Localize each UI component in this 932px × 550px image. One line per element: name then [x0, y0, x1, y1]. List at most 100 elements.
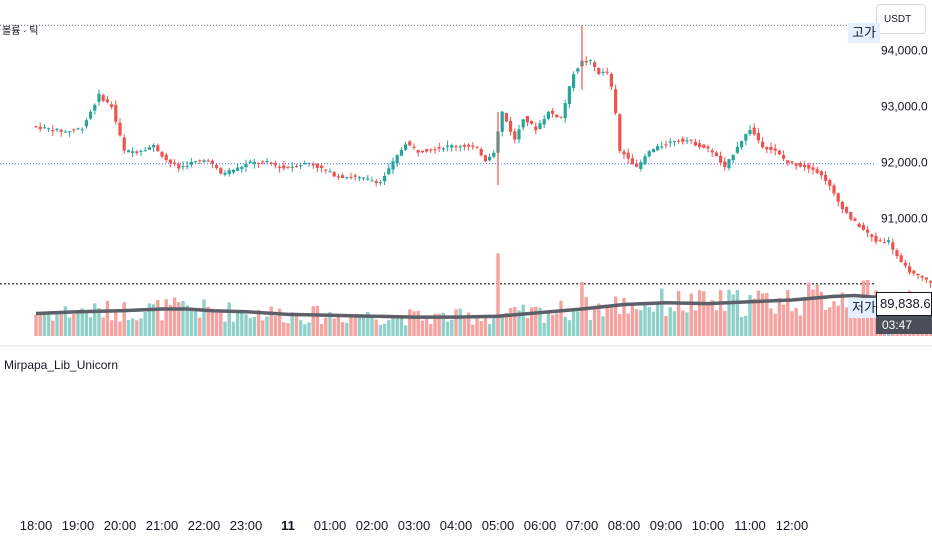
volume-bar: [786, 290, 790, 336]
time-tick-label: 11: [281, 518, 295, 533]
volume-bar: [727, 289, 731, 336]
volume-bar: [836, 305, 840, 336]
candle: [483, 154, 487, 163]
volume-bar: [689, 293, 693, 336]
volume-bar: [416, 310, 420, 336]
volume-bar: [139, 318, 143, 336]
candle: [857, 222, 861, 228]
volume-bar: [244, 314, 248, 336]
time-axis[interactable]: 18:00 19:00 20:00 21:00 22:00 23:00 11 01:00 02:…: [20, 518, 809, 533]
candle: [698, 139, 702, 150]
volume-bar: [710, 300, 714, 336]
volume-bar: [143, 312, 147, 336]
candle: [236, 163, 240, 172]
candle: [693, 138, 697, 147]
volume-bar: [592, 305, 597, 336]
candle: [534, 122, 538, 135]
volume-bar: [609, 304, 614, 336]
volume-bar: [832, 301, 836, 336]
candle: [307, 162, 311, 167]
volume-bar: [576, 311, 580, 336]
volume-bar: [823, 309, 828, 336]
volume-bar: [101, 317, 105, 336]
candle: [231, 168, 235, 175]
candle: [374, 178, 378, 187]
volume-bar: [231, 321, 236, 336]
candle: [685, 136, 689, 144]
volume-bar: [403, 325, 408, 336]
volume-bar: [559, 300, 563, 336]
candle: [467, 143, 471, 151]
candle: [475, 146, 479, 150]
candle: [420, 150, 424, 154]
candle: [345, 176, 349, 180]
volume-bar: [147, 303, 152, 336]
candle: [152, 143, 156, 153]
candle: [479, 147, 483, 157]
candle: [908, 262, 912, 275]
volume-bar: [807, 282, 811, 336]
candle: [882, 237, 886, 244]
candle: [769, 142, 773, 154]
volume-bar: [67, 317, 72, 336]
volume-bar: [286, 323, 290, 336]
volume-bar: [626, 313, 630, 336]
volume-bar: [185, 305, 189, 336]
volume-bar: [395, 315, 399, 336]
candle: [903, 259, 907, 269]
volume-bar: [303, 324, 307, 336]
volume-bar: [794, 308, 798, 336]
volume-bar: [723, 310, 727, 336]
lower-pane-indicator-label[interactable]: Mirpapa_Lib_Unicorn: [4, 358, 119, 372]
volume-bar: [622, 297, 626, 336]
volume-bar: [88, 317, 93, 336]
volume-bar: [114, 311, 118, 336]
volume-bar: [744, 315, 748, 336]
volume-bar: [706, 304, 710, 336]
candle: [173, 159, 177, 167]
volume-bar: [668, 307, 672, 336]
candle: [517, 124, 521, 144]
candle: [832, 183, 836, 197]
candle: [626, 148, 630, 164]
price-tick-label: 91,000.0: [881, 212, 928, 226]
volume-bar: [118, 321, 122, 336]
volume-bar: [122, 302, 126, 336]
candle: [731, 154, 735, 164]
volume-indicator-label[interactable]: 볼륨 · 틱: [2, 26, 39, 37]
candle: [546, 111, 550, 121]
candle: [656, 143, 660, 152]
candle: [126, 149, 130, 153]
candle: [563, 99, 567, 123]
volume-bar: [769, 308, 773, 336]
volume-bars: [34, 253, 932, 336]
candle: [530, 120, 534, 125]
candle: [55, 127, 59, 132]
volume-bar: [508, 308, 513, 336]
volume-bar: [815, 284, 819, 336]
candle: [399, 146, 403, 157]
currency-selector[interactable]: USDT: [876, 4, 926, 34]
price-axis[interactable]: 94,000.0 93,000.0 92,000.0 91,000.0: [881, 43, 928, 225]
candle: [668, 137, 672, 148]
candle: [101, 93, 105, 103]
volume-bar: [177, 302, 181, 336]
volume-bar: [324, 317, 328, 336]
low-price-label: 89,838.6: [876, 292, 932, 316]
candle: [866, 226, 870, 237]
volume-bar: [643, 302, 647, 336]
candle: [488, 153, 492, 162]
price-tick-label: 92,000.0: [881, 156, 928, 170]
candle: [84, 118, 88, 129]
candle: [916, 273, 920, 280]
candle: [248, 159, 252, 164]
volume-bar: [752, 298, 756, 336]
candle: [840, 201, 844, 214]
candle: [723, 157, 727, 171]
candle: [328, 168, 332, 173]
volume-bar: [634, 309, 639, 336]
volume-bar: [748, 294, 752, 336]
volume-bar: [336, 314, 341, 336]
candle: [378, 180, 382, 186]
volume-bar: [227, 302, 231, 336]
